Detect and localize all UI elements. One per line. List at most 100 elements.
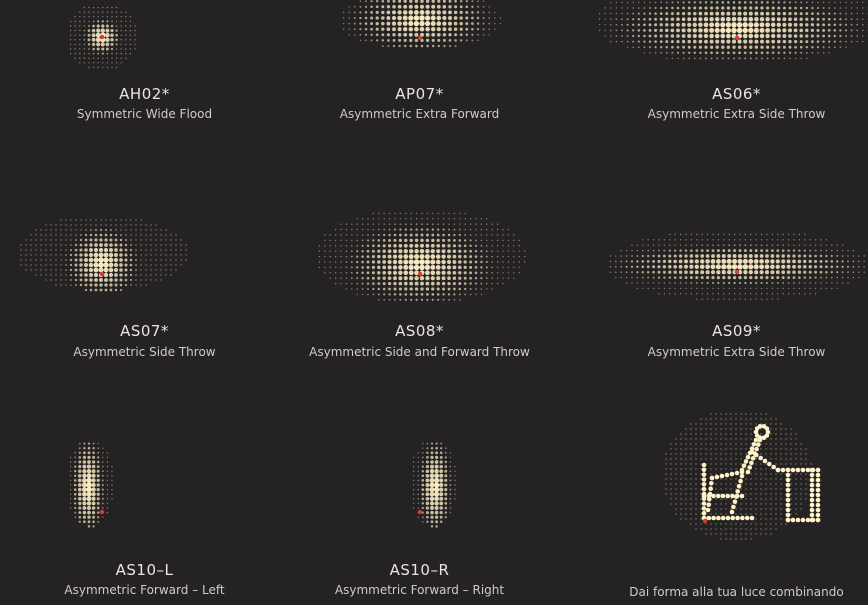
light-dot <box>710 523 712 525</box>
light-dot <box>725 513 727 515</box>
light-dot <box>819 259 823 263</box>
light-dot <box>444 478 448 482</box>
pattern-card-as08[interactable]: AS08* Asymmetric Side and Forward Throw <box>275 200 564 400</box>
light-dot <box>83 52 86 55</box>
light-dot <box>84 268 88 272</box>
light-dot <box>725 458 727 460</box>
light-dot <box>120 39 122 41</box>
light-dot <box>65 284 67 286</box>
light-dot <box>74 248 78 252</box>
light-dot <box>408 32 413 37</box>
light-dot <box>740 483 742 485</box>
pattern-card-ap07[interactable]: AP07* Asymmetric Extra Forward <box>275 0 564 200</box>
light-dot <box>367 228 369 231</box>
light-dot <box>74 268 78 272</box>
light-dot <box>155 244 157 246</box>
light-dot <box>403 0 407 3</box>
light-dot <box>845 40 847 43</box>
light-dot <box>631 244 633 246</box>
light-dot <box>387 259 392 265</box>
light-dot <box>797 270 802 274</box>
light-dot <box>710 528 712 530</box>
light-dot <box>129 39 132 41</box>
light-dot <box>453 239 456 242</box>
light-dot <box>755 51 758 55</box>
light-dot <box>119 288 123 292</box>
light-dot <box>471 39 474 42</box>
light-dot <box>636 282 639 284</box>
pattern-card-as09[interactable]: AS09* Asymmetric Extra Side Throw <box>592 200 868 400</box>
light-dot <box>60 239 62 241</box>
light-dot <box>676 45 680 49</box>
light-dot <box>740 463 742 465</box>
light-dot <box>453 298 456 301</box>
light-dot <box>425 483 430 487</box>
pattern-card-ah02[interactable]: AH02* Symmetric Wide Flood <box>0 0 289 200</box>
light-dot <box>431 4 436 9</box>
pattern-card-as07[interactable]: AS07* Asymmetric Side Throw <box>0 200 289 400</box>
light-dot <box>329 272 331 274</box>
light-dot <box>710 473 712 475</box>
light-dot <box>780 488 782 490</box>
light-dot <box>518 261 520 263</box>
light-dot <box>754 16 759 22</box>
light-dot <box>345 271 348 274</box>
light-dot <box>150 249 152 251</box>
light-dot <box>55 279 57 281</box>
pattern-card-custom[interactable]: Dai forma alla tua luce combinando <box>592 405 868 605</box>
light-dot <box>636 271 639 274</box>
light-dot <box>442 10 447 15</box>
light-dot <box>810 17 814 21</box>
light-dot <box>388 218 391 220</box>
light-dot <box>654 6 657 10</box>
light-dot <box>130 224 132 226</box>
light-dot <box>700 483 702 485</box>
light-dot <box>725 523 727 525</box>
light-dot <box>781 249 785 252</box>
light-dot <box>436 243 441 248</box>
light-dot <box>742 16 748 22</box>
light-dot <box>111 475 113 477</box>
light-dot <box>95 219 97 221</box>
light-dot <box>665 40 669 44</box>
pattern-card-as06[interactable]: AS06* Asymmetric Extra Side Throw <box>592 0 868 200</box>
light-dot <box>787 249 790 252</box>
light-dot <box>486 288 488 290</box>
light-dot <box>425 469 430 473</box>
light-dot <box>85 224 87 226</box>
light-dot <box>83 25 86 27</box>
light-dot <box>695 463 697 465</box>
light-dot <box>765 418 767 420</box>
pattern-card-as10-r[interactable]: AS10–R Asymmetric Forward – Right <box>275 405 564 605</box>
light-dot <box>830 265 834 269</box>
pattern-card-as10-l[interactable]: AS10–L Asymmetric Forward – Left <box>0 405 289 605</box>
light-dot <box>669 287 671 290</box>
pattern-description: Asymmetric Extra Side Throw <box>647 107 826 121</box>
light-dot <box>809 497 815 503</box>
light-dot <box>376 39 379 42</box>
light-dot <box>785 502 791 508</box>
light-dot <box>604 12 606 15</box>
light-dot <box>730 448 732 450</box>
light-dot <box>78 501 82 506</box>
light-dot <box>436 32 441 37</box>
light-dot <box>124 263 128 267</box>
light-dot <box>805 23 809 27</box>
light-dot <box>398 259 403 265</box>
light-dot <box>777 293 779 295</box>
light-dot <box>815 487 821 493</box>
light-dot <box>695 468 697 470</box>
light-dot <box>734 269 740 275</box>
light-dot <box>93 267 99 273</box>
light-dot <box>749 57 752 60</box>
light-dot <box>704 11 708 16</box>
light-dot <box>787 276 790 279</box>
light-dot <box>449 493 452 496</box>
light-dot <box>775 264 780 269</box>
light-dot <box>780 478 782 480</box>
light-dot <box>55 259 57 261</box>
light-dot <box>356 271 359 274</box>
light-dot <box>340 223 342 225</box>
light-dot <box>720 463 722 465</box>
light-dot <box>125 39 127 41</box>
